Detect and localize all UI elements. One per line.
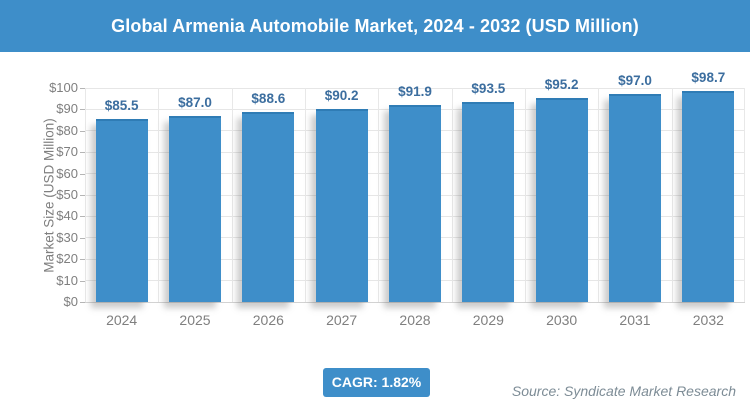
gridline xyxy=(85,87,745,89)
y-axis-tick-label: $100 xyxy=(49,80,78,95)
y-axis-tick-mark xyxy=(80,109,86,111)
x-axis-label: 2024 xyxy=(106,312,138,328)
y-axis-tick-mark xyxy=(80,259,86,261)
y-axis-tick-mark xyxy=(80,130,86,132)
y-axis-tick-label: $10 xyxy=(56,272,78,288)
y-axis-tick-mark xyxy=(80,237,86,239)
y-axis-tick-label: $40 xyxy=(56,208,78,224)
y-axis-tick-label: $20 xyxy=(56,251,78,267)
bar-2031 xyxy=(609,94,661,302)
bar-2027 xyxy=(315,108,368,302)
bar-value-label: $90.2 xyxy=(324,87,359,103)
gridline xyxy=(85,301,745,303)
bar-value-label: $95.2 xyxy=(544,77,579,93)
y-axis-tick-label: $60 xyxy=(56,165,78,181)
bar-2032 xyxy=(682,90,735,302)
x-axis-label: 2031 xyxy=(619,312,651,328)
y-axis-tick-mark xyxy=(80,195,86,196)
y-axis-tick-label: $30 xyxy=(56,229,78,245)
bar-2030 xyxy=(535,98,588,302)
y-axis-tick-mark xyxy=(80,280,86,282)
cagr-badge: CAGR: 1.82% xyxy=(323,368,430,397)
gridline xyxy=(744,88,745,302)
bar-2025 xyxy=(169,115,221,302)
x-axis-label: 2027 xyxy=(326,312,358,328)
plot-area: $85.5 $87.0 $88.6 $90.2 $91.9 $93.5 $95.2 $97.0… xyxy=(85,70,745,303)
gridline xyxy=(525,88,526,302)
chart-title: Global Armenia Automobile Market, 2024 -… xyxy=(111,15,639,36)
bar-value-label: $85.5 xyxy=(104,98,139,114)
x-axis-label: 2025 xyxy=(179,312,211,328)
gridline xyxy=(305,88,306,302)
chart-title-bar: Global Armenia Automobile Market, 2024 -… xyxy=(0,0,750,52)
y-axis-tick-mark xyxy=(80,152,86,154)
gridline xyxy=(451,88,453,302)
x-axis-label: 2030 xyxy=(546,312,578,328)
gridline xyxy=(671,88,673,302)
bar-value-label: $93.5 xyxy=(471,80,506,96)
gridline xyxy=(158,88,160,302)
bar-2024 xyxy=(95,119,148,302)
y-axis-tick-label: $80 xyxy=(56,122,78,138)
bar-value-label: $87.0 xyxy=(178,94,212,110)
gridline xyxy=(85,88,86,302)
bar-value-label: $97.0 xyxy=(618,73,652,89)
bar-2029 xyxy=(462,101,515,302)
gridline xyxy=(378,88,380,302)
y-axis-tick-label: $50 xyxy=(56,187,78,202)
y-axis-tick-label: $90 xyxy=(56,101,78,117)
source-credit: Source: Syndicate Market Research xyxy=(511,383,736,399)
y-axis-tick-mark xyxy=(80,216,86,218)
y-axis-tick-label: $0 xyxy=(63,294,78,309)
y-axis-tick-mark xyxy=(80,173,86,175)
x-axis-label: 2026 xyxy=(252,312,284,328)
x-axis-label: 2032 xyxy=(692,312,724,328)
gridline xyxy=(598,88,600,302)
x-axis-label: 2028 xyxy=(399,312,431,328)
bar-value-label: $91.9 xyxy=(398,84,432,100)
y-axis-tick-mark xyxy=(80,302,86,303)
y-axis-tick-label: $70 xyxy=(56,144,78,160)
bar-2028 xyxy=(389,105,441,302)
x-axis-label: 2029 xyxy=(472,312,504,328)
bar-value-label: $88.6 xyxy=(251,91,286,107)
bar-2026 xyxy=(242,112,295,302)
gridline xyxy=(231,88,233,302)
y-axis-tick-mark xyxy=(80,88,86,89)
bar-value-label: $98.7 xyxy=(691,69,726,85)
